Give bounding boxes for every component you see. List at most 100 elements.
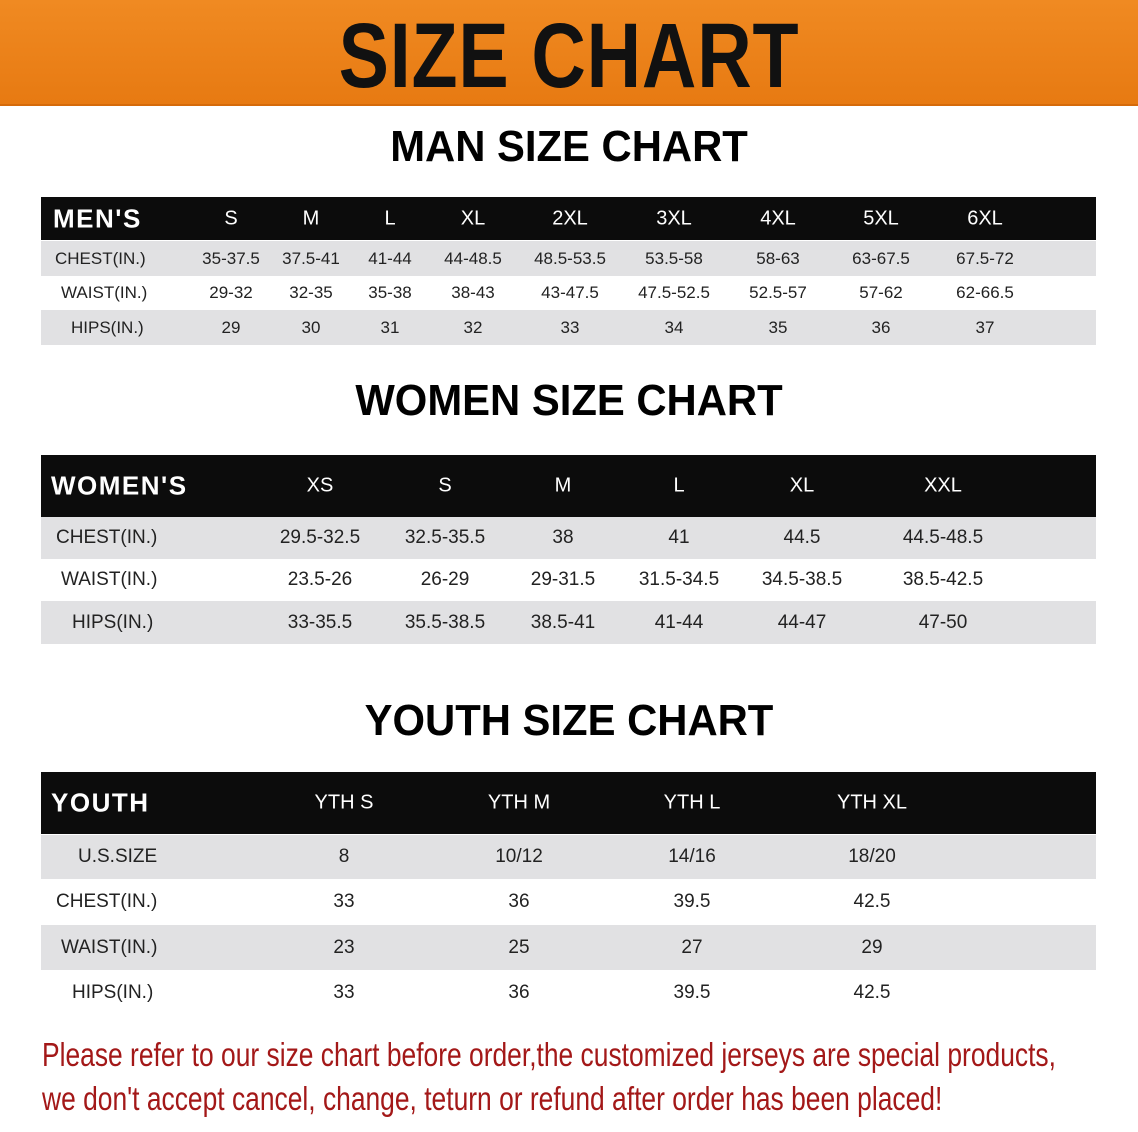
notice-line-2: we don't accept cancel, change, teturn o… xyxy=(42,1080,943,1117)
table-row: WAIST(IN.) 29-32 32-35 35-38 38-43 43-47.5 47.… xyxy=(41,276,1096,310)
size-chart-banner: SIZE CHART xyxy=(0,0,1138,107)
table-cell: 23.5-26 xyxy=(287,569,353,590)
table-cell: 29.5-32.5 xyxy=(279,527,361,548)
table-cell: 27 xyxy=(681,936,703,958)
banner-title: SIZE CHART xyxy=(338,5,800,107)
size-header: L xyxy=(384,207,396,229)
row-label: WAIST(IN.) xyxy=(61,936,158,958)
row-label: HIPS(IN.) xyxy=(72,611,154,633)
table-cell: 57-62 xyxy=(859,283,903,302)
table-cell: 14/16 xyxy=(668,846,716,867)
table-cell: 31 xyxy=(380,317,400,337)
table-cell: 39.5 xyxy=(673,981,711,1003)
table-cell: 43-47.5 xyxy=(541,283,599,302)
table-cell: 44-47 xyxy=(777,611,827,633)
table-cell: 41 xyxy=(668,527,690,548)
table-cell: 52.5-57 xyxy=(749,283,807,302)
table-row: HIPS(IN.) 33-35.5 35.5-38.5 38.5-41 41-44 44-… xyxy=(41,601,1096,644)
table-cell: 47.5-52.5 xyxy=(638,283,710,302)
table-row: CHEST(IN.) 33 36 39.5 42.5 xyxy=(41,879,1096,925)
table-cell: 35-37.5 xyxy=(202,248,260,268)
women-size-table: WOMEN'S XS S M L XL XXL CHEST(IN.) 29.5-32.5 32.5… xyxy=(41,455,1096,644)
size-header: XXL xyxy=(924,474,962,497)
table-cell: 42.5 xyxy=(853,891,891,912)
table-cell: 29 xyxy=(861,936,883,958)
table-cell: 35 xyxy=(768,317,788,337)
table-cell: 39.5 xyxy=(673,891,711,912)
table-row: U.S.SIZE 8 10/12 14/16 18/20 xyxy=(41,835,1096,879)
size-header: YTH L xyxy=(663,791,721,814)
table-cell: 30 xyxy=(301,317,321,337)
size-header: L xyxy=(673,474,685,497)
women-section-title: WOMEN SIZE CHART xyxy=(355,376,783,425)
table-row: WAIST(IN.) 23 25 27 29 xyxy=(41,925,1096,970)
table-row: CHEST(IN.) 29.5-32.5 32.5-35.5 38 41 44.5 44.5… xyxy=(41,517,1096,559)
table-cell: 32 xyxy=(463,317,483,337)
table-cell: 47-50 xyxy=(918,611,968,633)
table-cell: 36 xyxy=(508,981,530,1003)
size-header: YTH S xyxy=(314,791,374,814)
size-header: 4XL xyxy=(760,207,796,229)
size-header: 3XL xyxy=(656,207,692,229)
size-header: YTH XL xyxy=(836,791,908,814)
table-cell: 23 xyxy=(333,936,355,958)
size-header: 5XL xyxy=(863,207,899,229)
table-cell: 41-44 xyxy=(654,611,704,633)
table-cell: 63-67.5 xyxy=(852,248,910,268)
men-section-title: MAN SIZE CHART xyxy=(390,122,748,171)
table-cell: 36 xyxy=(871,317,891,337)
row-label: WAIST(IN.) xyxy=(61,283,148,302)
table-row: HIPS(IN.) 33 36 39.5 42.5 xyxy=(41,970,1096,1015)
table-title-cell: YOUTH xyxy=(51,787,150,818)
size-header: S xyxy=(438,474,452,497)
row-label: WAIST(IN.) xyxy=(61,569,158,590)
size-header: 6XL xyxy=(967,207,1003,229)
size-header: XL xyxy=(460,207,486,229)
table-cell: 62-66.5 xyxy=(956,283,1014,302)
table-cell: 58-63 xyxy=(756,248,800,268)
table-cell: 53.5-58 xyxy=(645,248,703,268)
notice-line-1: Please refer to our size chart before or… xyxy=(42,1036,1056,1073)
table-cell: 29-32 xyxy=(209,283,253,302)
table-cell: 10/12 xyxy=(495,846,543,867)
size-header: M xyxy=(554,474,572,497)
youth-header-row: YOUTH YTH S YTH M YTH L YTH XL xyxy=(41,772,1096,834)
row-label: HIPS(IN.) xyxy=(72,981,154,1003)
table-cell: 32-35 xyxy=(289,283,333,302)
table-title-cell: MEN'S xyxy=(53,203,142,233)
table-cell: 33 xyxy=(560,317,580,337)
table-cell: 35-38 xyxy=(368,283,412,302)
size-header: XL xyxy=(789,474,815,497)
table-row: WAIST(IN.) 23.5-26 26-29 29-31.5 31.5-34.5 34… xyxy=(41,559,1096,601)
size-header: S xyxy=(224,207,238,229)
table-cell: 36 xyxy=(508,891,530,912)
youth-size-table: YOUTH YTH S YTH M YTH L YTH XL U.S.SIZE 8 10/12… xyxy=(41,772,1096,1015)
table-cell: 41-44 xyxy=(368,248,412,268)
table-cell: 33 xyxy=(333,891,355,912)
table-cell: 33 xyxy=(333,981,355,1003)
table-cell: 8 xyxy=(338,846,350,867)
size-header: 2XL xyxy=(552,207,588,229)
table-cell: 35.5-38.5 xyxy=(404,611,486,633)
table-row: HIPS(IN.) 29 30 31 32 33 34 35 36 37 xyxy=(41,310,1096,345)
table-cell: 38.5-41 xyxy=(530,611,596,633)
table-cell: 32.5-35.5 xyxy=(404,527,486,548)
table-cell: 67.5-72 xyxy=(956,248,1014,268)
table-title-cell: WOMEN'S xyxy=(51,470,188,501)
table-cell: 42.5 xyxy=(853,981,891,1003)
table-cell: 44.5-48.5 xyxy=(902,527,984,548)
youth-section-title: YOUTH SIZE CHART xyxy=(364,696,774,745)
size-header: M xyxy=(302,207,320,229)
row-label: HIPS(IN.) xyxy=(71,317,144,337)
table-cell: 34 xyxy=(664,317,684,337)
men-header-row: MEN'S S M L XL 2XL 3XL 4XL 5XL 6XL xyxy=(41,197,1096,240)
row-label: CHEST(IN.) xyxy=(56,891,158,912)
table-cell: 29-31.5 xyxy=(530,569,596,590)
size-header: YTH M xyxy=(487,791,551,814)
table-cell: 25 xyxy=(508,936,530,958)
table-cell: 38 xyxy=(552,527,574,548)
men-size-table: MEN'S S M L XL 2XL 3XL 4XL 5XL 6XL CHEST(IN.) 35-37… xyxy=(41,197,1096,345)
table-cell: 34.5-38.5 xyxy=(761,569,843,590)
size-header: XS xyxy=(306,474,334,497)
table-cell: 18/20 xyxy=(848,846,896,867)
